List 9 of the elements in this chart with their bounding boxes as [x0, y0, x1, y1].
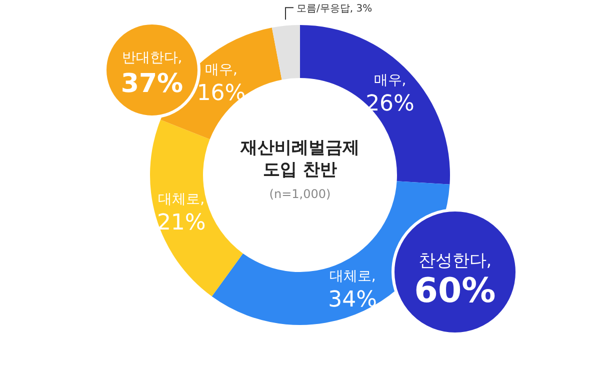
data-label: 매우, 26% [366, 72, 414, 116]
data-label: 대체로, 34% [328, 268, 378, 313]
data-label: 모름/무응답, 3% [296, 4, 372, 15]
text: 반대한다, 37% [120, 50, 184, 99]
data-label: 매우, 16% [196, 62, 246, 106]
text: (n=1,000) [269, 187, 331, 201]
data-label: 대체로, 21% [156, 191, 206, 236]
text: 찬성한다, 60% [414, 251, 496, 311]
text: 재산비례벌금제 도입 찬반 [240, 138, 360, 180]
